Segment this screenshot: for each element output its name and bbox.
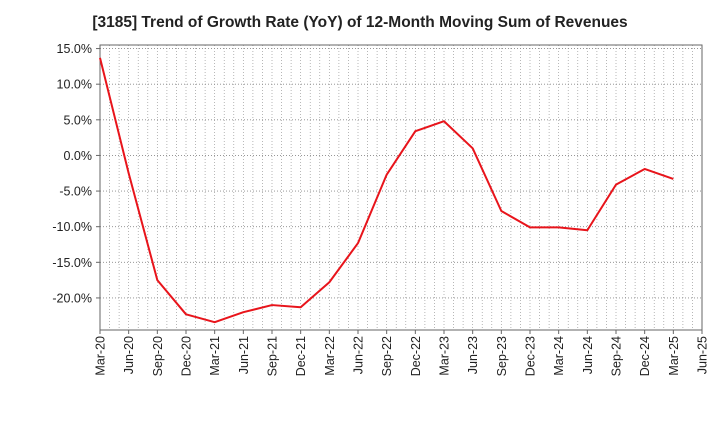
x-tick-label: Sep-22 — [380, 336, 394, 376]
plot-frame — [99, 44, 703, 331]
x-tick-label: Jun-24 — [581, 336, 595, 374]
y-tick-label: -5.0% — [59, 185, 92, 199]
x-tick-label: Dec-20 — [180, 336, 194, 376]
y-tick-label: 5.0% — [64, 113, 93, 127]
x-tick-label: Mar-22 — [323, 336, 337, 376]
x-tick-label: Jun-23 — [466, 336, 480, 374]
series-line — [99, 57, 674, 324]
x-tick-label: Jun-21 — [237, 336, 251, 374]
x-tick-label: Mar-24 — [552, 336, 566, 376]
x-tick-label: Sep-23 — [495, 336, 509, 376]
y-tick-label: -10.0% — [52, 220, 92, 234]
x-tick-label: Sep-21 — [266, 336, 280, 376]
y-tick-label: 10.0% — [57, 78, 92, 92]
x-tick-label: Jun-25 — [696, 336, 710, 374]
x-tick-label: Jun-20 — [122, 336, 136, 374]
x-tick-label: Sep-20 — [151, 336, 165, 376]
series-layer — [99, 57, 674, 324]
y-tick-label: -15.0% — [52, 256, 92, 270]
x-tick-label: Mar-21 — [208, 336, 222, 376]
x-tick-label: Dec-21 — [294, 336, 308, 376]
chart-title: [3185] Trend of Growth Rate (YoY) of 12-… — [92, 14, 628, 31]
y-tick-label: 15.0% — [57, 42, 92, 56]
x-tick-label: Mar-23 — [438, 336, 452, 376]
x-tick-label: Dec-24 — [638, 336, 652, 376]
x-tick-label: Mar-20 — [94, 336, 108, 376]
tick-layer: 15.0% 10.0% 5.0% 0.0% -5.0% -10.0% -15.0% -20.0… — [52, 42, 709, 376]
grid-layer — [100, 45, 702, 330]
x-tick-label: Sep-24 — [610, 336, 624, 376]
x-tick-label: Dec-22 — [409, 336, 423, 376]
y-tick-label: -20.0% — [52, 291, 92, 305]
x-tick-label: Dec-23 — [524, 336, 538, 376]
y-tick-label: 0.0% — [64, 149, 93, 163]
x-tick-label: Jun-22 — [352, 336, 366, 374]
x-tick-label: Mar-25 — [667, 336, 681, 376]
